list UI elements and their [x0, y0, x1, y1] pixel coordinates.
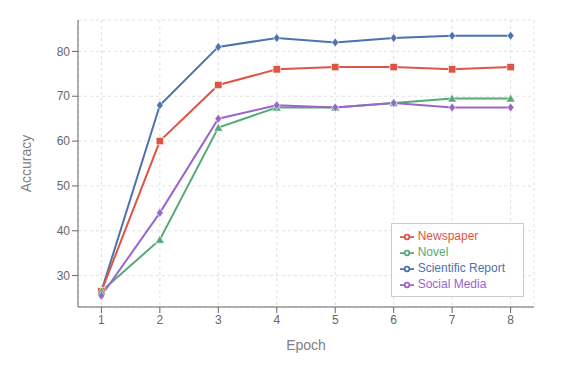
svg-text:1: 1 — [98, 313, 105, 327]
svg-text:5: 5 — [332, 313, 339, 327]
svg-text:40: 40 — [57, 224, 71, 238]
html-text:Novel: Novel — [417, 245, 449, 259]
svg-text:6: 6 — [390, 313, 397, 327]
svg-text:7: 7 — [449, 313, 456, 327]
html-text:Social Media: Social Media — [417, 277, 487, 291]
html-text:Scientific Report: Scientific Report — [417, 261, 505, 275]
svg-text:2: 2 — [157, 313, 164, 327]
svg-text:60: 60 — [57, 134, 71, 148]
svg-text:Accuracy: Accuracy — [18, 135, 34, 193]
svg-text:70: 70 — [57, 89, 71, 103]
html-text:Newspaper: Newspaper — [417, 229, 479, 243]
svg-text:80: 80 — [57, 45, 71, 59]
svg-text:30: 30 — [57, 269, 71, 283]
svg-text:Epoch: Epoch — [286, 337, 326, 353]
svg-text:3: 3 — [215, 313, 222, 327]
svg-text:8: 8 — [507, 313, 514, 327]
svg-text:50: 50 — [57, 179, 71, 193]
svg-text:4: 4 — [273, 313, 280, 327]
